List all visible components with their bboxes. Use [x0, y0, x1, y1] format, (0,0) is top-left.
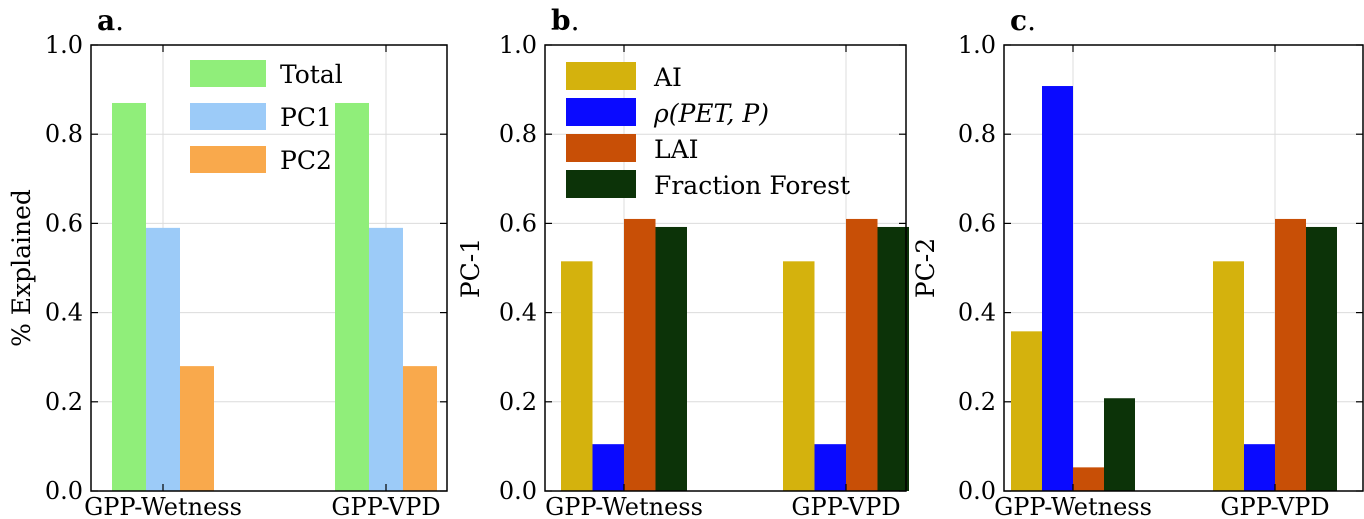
bar-pc2-gpp-wetness — [180, 366, 214, 491]
legend-swatch — [190, 146, 266, 173]
bar--pet-p--gpp-wetness — [592, 444, 624, 491]
panel-letter: c. — [1010, 4, 1036, 37]
y-tick-label: 0.8 — [45, 120, 83, 148]
bar-lai-gpp-wetness — [1073, 467, 1104, 491]
legend-swatch — [190, 103, 266, 130]
bar-lai-gpp-vpd — [846, 218, 878, 491]
legend-swatch — [566, 98, 636, 126]
panel-letter: a. — [97, 4, 124, 37]
x-tick-label: GPP-VPD — [331, 493, 440, 519]
bar-lai-gpp-vpd — [1275, 218, 1306, 491]
panel-c: 0.0 0.2 0.4 0.6 0.8 1.0 GPP-Wetness GPP-VPD PC-2… — [911, 4, 1364, 519]
y-tick-label: 0.2 — [499, 388, 537, 416]
bar-ai-gpp-wetness — [1011, 331, 1042, 491]
x-tick-label: GPP-Wetness — [84, 493, 242, 519]
bar-fraction-forest-gpp-vpd — [1306, 226, 1337, 491]
bar--pet-p--gpp-vpd — [1244, 444, 1275, 491]
y-tick-label: 0.0 — [45, 477, 83, 505]
bar-pc2-gpp-vpd — [403, 366, 437, 491]
bar-pc1-gpp-wetness — [146, 227, 180, 492]
axes-frame — [544, 44, 907, 492]
panel-a: 0.0 0.2 0.4 0.6 0.8 1.0 GPP-Wetness GPP-VPD % Ex… — [7, 4, 448, 519]
bar-pc1-gpp-vpd — [369, 227, 403, 492]
bar-total-gpp-vpd — [335, 102, 369, 491]
bar--pet-p--gpp-wetness — [1042, 86, 1073, 492]
y-tick-label: 1.0 — [45, 31, 83, 59]
bar-fraction-forest-gpp-wetness — [1104, 398, 1135, 491]
panel-letter-text: a — [97, 4, 115, 37]
x-tick-label: GPP-Wetness — [994, 493, 1152, 519]
legend: Total PC1 PC2 — [190, 60, 343, 175]
x-tick-label: GPP-VPD — [791, 493, 900, 519]
y-tick-label: 0.6 — [958, 209, 996, 237]
bar-total-gpp-wetness — [112, 102, 146, 491]
bar-ai-gpp-vpd — [783, 261, 815, 491]
legend-swatch — [566, 62, 636, 90]
legend-swatch — [566, 134, 636, 162]
y-tick-label: 0.0 — [499, 477, 537, 505]
legend-swatch — [190, 60, 266, 87]
y-axis-label: % Explained — [7, 189, 36, 347]
y-tick-label: 0.2 — [45, 388, 83, 416]
panel-letter: b. — [551, 4, 579, 37]
y-tick-label: 0.0 — [958, 477, 996, 505]
bar-fraction-forest-gpp-wetness — [655, 226, 687, 491]
y-tick-label: 0.8 — [958, 120, 996, 148]
y-axis-label: PC-1 — [456, 238, 485, 298]
panel-letter-suffix: . — [115, 4, 124, 37]
panel-letter-suffix: . — [1027, 4, 1036, 37]
y-axis-label: PC-2 — [911, 238, 940, 298]
y-tick-label: 0.8 — [499, 120, 537, 148]
y-tick-label: 0.6 — [45, 209, 83, 237]
bar-fraction-forest-gpp-vpd — [877, 226, 909, 491]
y-tick-label: 1.0 — [958, 31, 996, 59]
y-tick-label: 1.0 — [499, 31, 537, 59]
legend-label: Fraction Forest — [654, 171, 850, 200]
y-tick-label: 0.4 — [958, 299, 996, 327]
axes-frame — [1003, 44, 1364, 492]
x-tick-label: GPP-Wetness — [545, 493, 703, 519]
panel-letter-text: b — [551, 4, 571, 37]
legend-label: ρ(PET, P) — [653, 99, 769, 128]
y-tick-label: 0.4 — [499, 299, 537, 327]
bar-ai-gpp-vpd — [1213, 261, 1244, 491]
legend-label: LAI — [654, 135, 699, 164]
bar-lai-gpp-wetness — [624, 218, 656, 491]
x-tick-label: GPP-VPD — [1220, 493, 1329, 519]
legend-label: Total — [280, 60, 343, 89]
y-tick-label: 0.6 — [499, 209, 537, 237]
legend-swatch — [566, 170, 636, 198]
bar-ai-gpp-wetness — [561, 261, 593, 491]
legend-label: PC1 — [280, 103, 332, 132]
legend: AI ρ(PET, P) LAI Fraction Forest — [566, 62, 850, 200]
bar--pet-p--gpp-vpd — [814, 444, 846, 491]
legend-label: AI — [653, 63, 682, 92]
panel-letter-text: c — [1010, 4, 1027, 37]
panel-letter-suffix: . — [571, 4, 580, 37]
panel-b: 0.0 0.2 0.4 0.6 0.8 1.0 GPP-Wetness GPP-VPD PC-1… — [456, 4, 909, 519]
axes-frame — [90, 44, 448, 492]
legend-label: PC2 — [280, 146, 332, 175]
y-tick-label: 0.4 — [45, 299, 83, 327]
y-tick-label: 0.2 — [958, 388, 996, 416]
